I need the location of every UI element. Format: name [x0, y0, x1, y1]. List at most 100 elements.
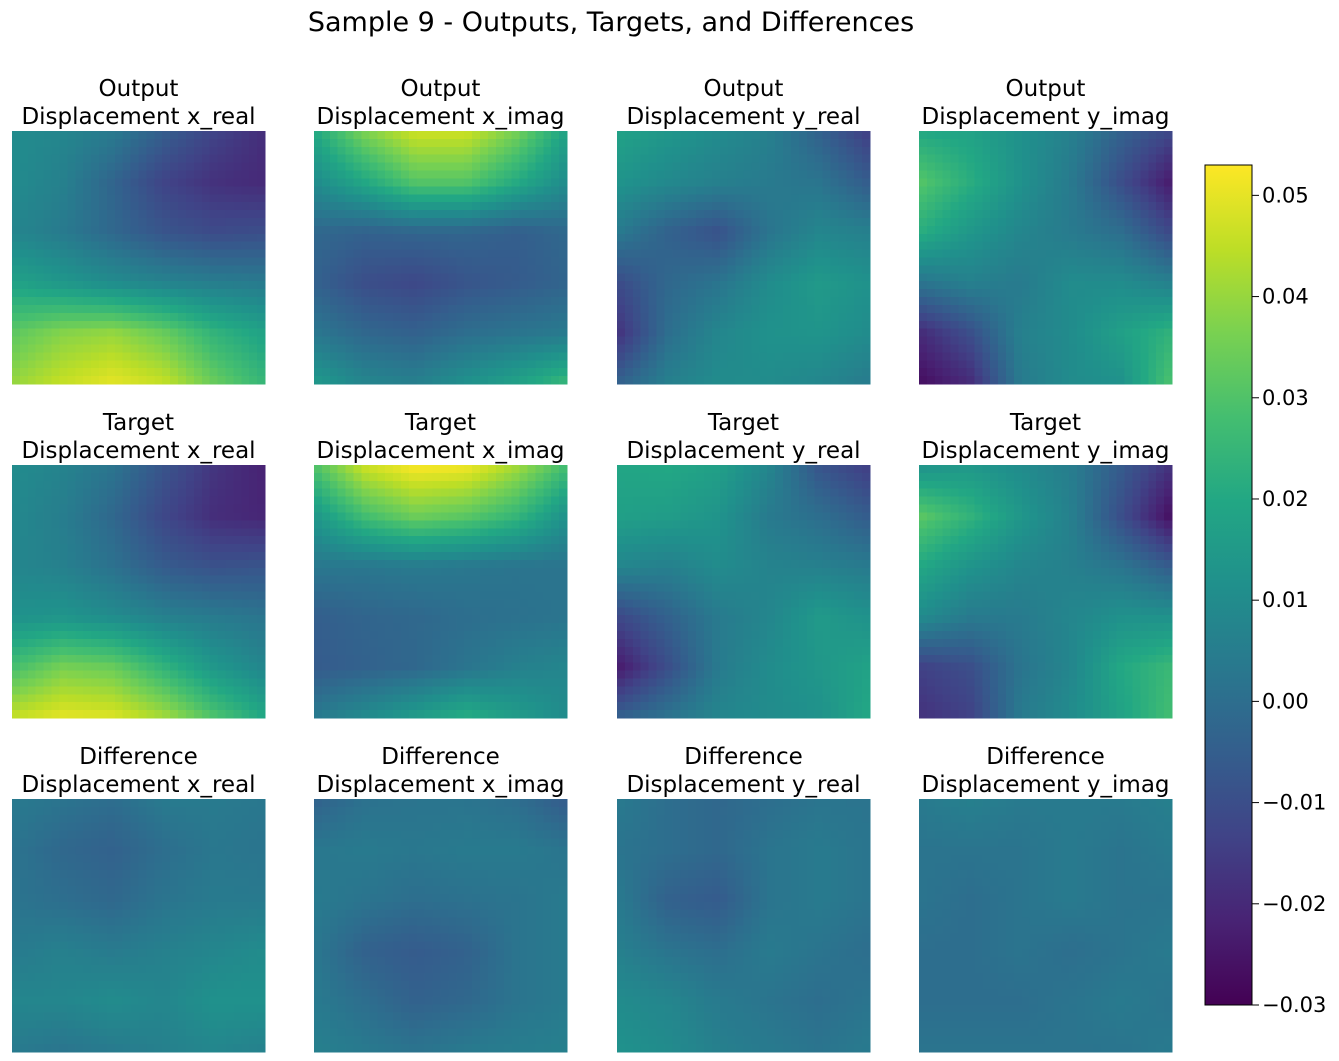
heatmap-cell: [1108, 217, 1118, 227]
heatmap-cell: [735, 336, 745, 346]
heatmap-cell: [225, 465, 234, 474]
heatmap-cell: [680, 210, 689, 219]
heatmap-cell: [783, 304, 792, 314]
heatmap-cell: [926, 162, 936, 172]
heatmap-cell: [696, 360, 705, 369]
heatmap-cell: [408, 194, 418, 203]
heatmap-cell: [249, 289, 258, 298]
heatmap-cell: [934, 178, 944, 187]
heatmap-cell: [209, 257, 219, 267]
heatmap-cell: [19, 225, 29, 235]
heatmap-cell: [775, 217, 784, 227]
heatmap-cell: [249, 328, 258, 338]
heatmap-cell: [790, 336, 800, 346]
heatmap-cell: [201, 194, 211, 203]
heatmap-cell: [934, 225, 944, 235]
heatmap-cell: [217, 528, 227, 537]
heatmap-cell: [838, 138, 847, 148]
heatmap-cell: [385, 304, 394, 314]
heatmap-cell: [408, 368, 418, 377]
heatmap-cell: [703, 233, 713, 243]
heatmap-cell: [798, 312, 808, 322]
heatmap-cell: [217, 638, 227, 648]
heatmap-cell: [185, 281, 195, 290]
heatmap-cell: [162, 170, 171, 180]
heatmap-cell: [495, 249, 505, 259]
heatmap-cell: [369, 304, 378, 314]
heatmap-cell: [1164, 249, 1173, 259]
heatmap-cell: [551, 170, 560, 180]
heatmap-cell: [146, 273, 155, 282]
heatmap-cell: [91, 465, 100, 474]
heatmap-cell: [345, 225, 355, 235]
heatmap-cell: [146, 591, 155, 601]
heatmap-cell: [672, 194, 681, 203]
heatmap-cell: [1156, 170, 1165, 180]
heatmap-cell: [751, 352, 760, 361]
heatmap-cell: [19, 496, 29, 506]
heatmap-cell: [35, 520, 45, 529]
heatmap-cell: [495, 352, 505, 361]
heatmap-cell: [838, 233, 847, 243]
heatmap-cell: [1085, 328, 1094, 338]
heatmap-cell: [511, 352, 521, 361]
heatmap-cell: [154, 488, 163, 498]
heatmap-cell: [480, 304, 489, 314]
heatmap-cell: [950, 352, 960, 361]
heatmap-cell: [91, 575, 100, 585]
heatmap-cell: [1156, 233, 1165, 243]
heatmap-cell: [91, 654, 100, 664]
heatmap-cell: [35, 265, 45, 274]
heatmap-cell: [432, 131, 442, 140]
heatmap-cell: [926, 217, 936, 227]
heatmap-cell: [329, 217, 339, 227]
heatmap-cell: [926, 249, 936, 259]
heatmap-cell: [719, 217, 729, 227]
heatmap-cell: [1092, 336, 1102, 346]
heatmap-cell: [12, 225, 21, 235]
heatmap-cell: [209, 520, 219, 529]
heatmap-cell: [361, 186, 370, 195]
heatmap-cell: [926, 257, 936, 267]
heatmap-cell: [424, 202, 434, 211]
heatmap-cell: [624, 146, 634, 156]
heatmap-cell: [664, 154, 673, 164]
heatmap-cell: [138, 472, 148, 482]
heatmap-cell: [527, 146, 536, 156]
heatmap-cell: [798, 131, 808, 140]
heatmap-cell: [1100, 170, 1110, 180]
heatmap-cell: [106, 631, 116, 640]
heatmap-cell: [719, 304, 729, 314]
heatmap-cell: [377, 146, 386, 156]
heatmap-cell: [432, 265, 442, 274]
heatmap-cell: [830, 202, 839, 211]
heatmap-cell: [854, 265, 863, 274]
heatmap-cell: [35, 312, 45, 322]
heatmap-cell: [385, 376, 394, 385]
heatmap-cell: [369, 297, 378, 306]
heatmap-cell: [830, 170, 839, 180]
heatmap-cell: [114, 344, 124, 353]
heatmap-cell: [648, 233, 658, 243]
heatmap-cell: [1116, 170, 1126, 180]
heatmap-cell: [919, 273, 928, 282]
heatmap-cell: [185, 241, 195, 251]
heatmap-cell: [519, 257, 529, 267]
heatmap-cell: [51, 297, 61, 306]
heatmap-cell: [1140, 344, 1149, 353]
heatmap-cell: [1116, 352, 1126, 361]
heatmap-cell: [783, 281, 792, 290]
heatmap-cell: [146, 257, 155, 267]
heatmap-cell: [369, 146, 378, 156]
heatmap-cell: [440, 241, 450, 251]
heatmap-cell: [400, 360, 410, 369]
heatmap-cell: [35, 654, 45, 664]
heatmap-cell: [1092, 194, 1102, 203]
heatmap-cell: [162, 265, 171, 274]
heatmap-cell: [209, 670, 219, 680]
heatmap-cell: [51, 344, 61, 353]
heatmap-cell: [990, 257, 999, 267]
heatmap-cell: [83, 544, 92, 553]
heatmap-cell: [162, 631, 171, 640]
heatmap-cell: [51, 551, 61, 561]
